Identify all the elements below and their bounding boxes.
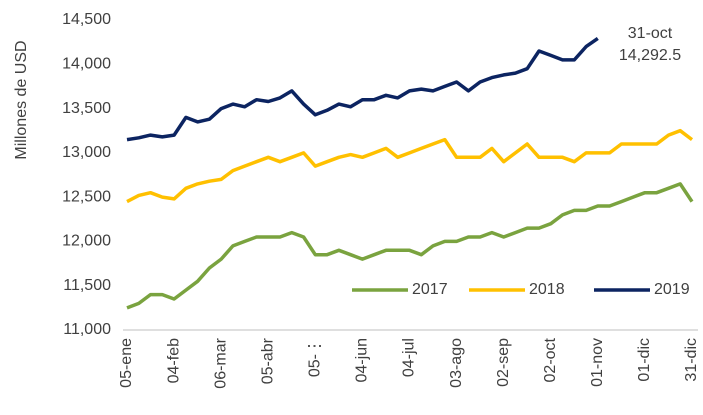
x-tick-label: 04-jun — [354, 338, 371, 382]
x-tick-label: 06-mar — [212, 337, 229, 388]
x-tick-label: 02-sep — [495, 338, 512, 387]
x-tick-label: 01-nov — [589, 338, 606, 387]
x-tick-label: 03-ago — [448, 338, 465, 388]
chart: Millones de USD 31-oct 11,000 11,500 12,00… — [0, 0, 703, 415]
x-tick-label: 02-oct — [542, 337, 559, 382]
y-tick-label: 12,500 — [62, 188, 111, 205]
series-line — [127, 131, 692, 202]
legend-label: 2017 — [412, 281, 448, 298]
y-tick-label: 12,000 — [62, 233, 111, 250]
legend-label: 2018 — [529, 281, 565, 298]
x-tick-label: 05-ene — [118, 338, 135, 388]
x-tick-label: 05-⋮ — [307, 338, 324, 377]
x-tick-label: 01-dic — [636, 338, 653, 382]
x-tick-label: 31-dic — [683, 338, 700, 382]
x-tick-label: 05-abr — [259, 337, 276, 384]
y-tick-label: 13,500 — [62, 100, 111, 117]
annotation: 31-oct — [628, 25, 673, 42]
x-tick-label: 04-jul — [401, 338, 418, 377]
y-tick-label: 14,500 — [62, 11, 111, 28]
y-axis-label: Millones de USD — [13, 40, 30, 159]
y-tick-label: 11,000 — [63, 321, 111, 338]
y-tick-label: 13,000 — [62, 144, 111, 161]
x-tick-label: 04-feb — [165, 338, 182, 383]
y-tick-label: 14,000 — [62, 56, 111, 73]
series-line — [127, 38, 598, 139]
value-label: 14,292.5 — [619, 47, 681, 64]
legend-label: 2019 — [654, 281, 690, 298]
y-tick-label: 11,500 — [63, 277, 111, 294]
